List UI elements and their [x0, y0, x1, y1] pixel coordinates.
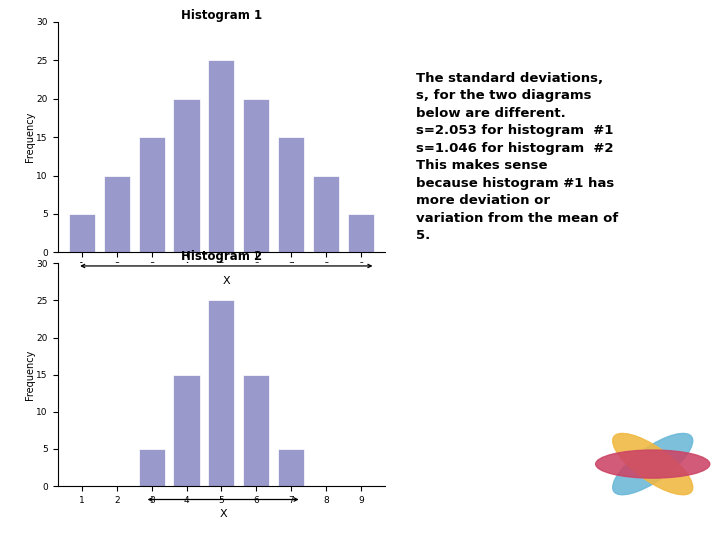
Text: The standard deviations,
s, for the two diagrams
below are different.
s=2.053 fo: The standard deviations, s, for the two …	[415, 72, 618, 242]
Text: X: X	[220, 509, 227, 519]
Bar	[69, 214, 95, 252]
Ellipse shape	[595, 450, 710, 478]
Ellipse shape	[613, 434, 693, 495]
Bar	[208, 60, 235, 252]
Bar	[313, 176, 339, 252]
Bar	[348, 214, 374, 252]
Text: 8: 8	[690, 518, 698, 532]
Title: Histogram 2: Histogram 2	[181, 250, 262, 263]
Y-axis label: Frequency: Frequency	[25, 349, 35, 400]
Bar	[278, 137, 304, 252]
Bar	[139, 449, 165, 486]
Text: Two Different Standard
Deviations: Two Different Standard Deviations	[451, 15, 669, 53]
Bar	[208, 300, 235, 486]
Bar	[243, 375, 269, 486]
Ellipse shape	[613, 434, 693, 495]
Y-axis label: Frequency: Frequency	[25, 112, 35, 162]
Bar	[174, 375, 199, 486]
Text: X: X	[222, 275, 230, 286]
Title: Histogram 1: Histogram 1	[181, 9, 262, 22]
Bar	[139, 137, 165, 252]
Bar	[243, 98, 269, 252]
Bar	[104, 176, 130, 252]
Bar	[278, 449, 304, 486]
Bar	[174, 98, 199, 252]
